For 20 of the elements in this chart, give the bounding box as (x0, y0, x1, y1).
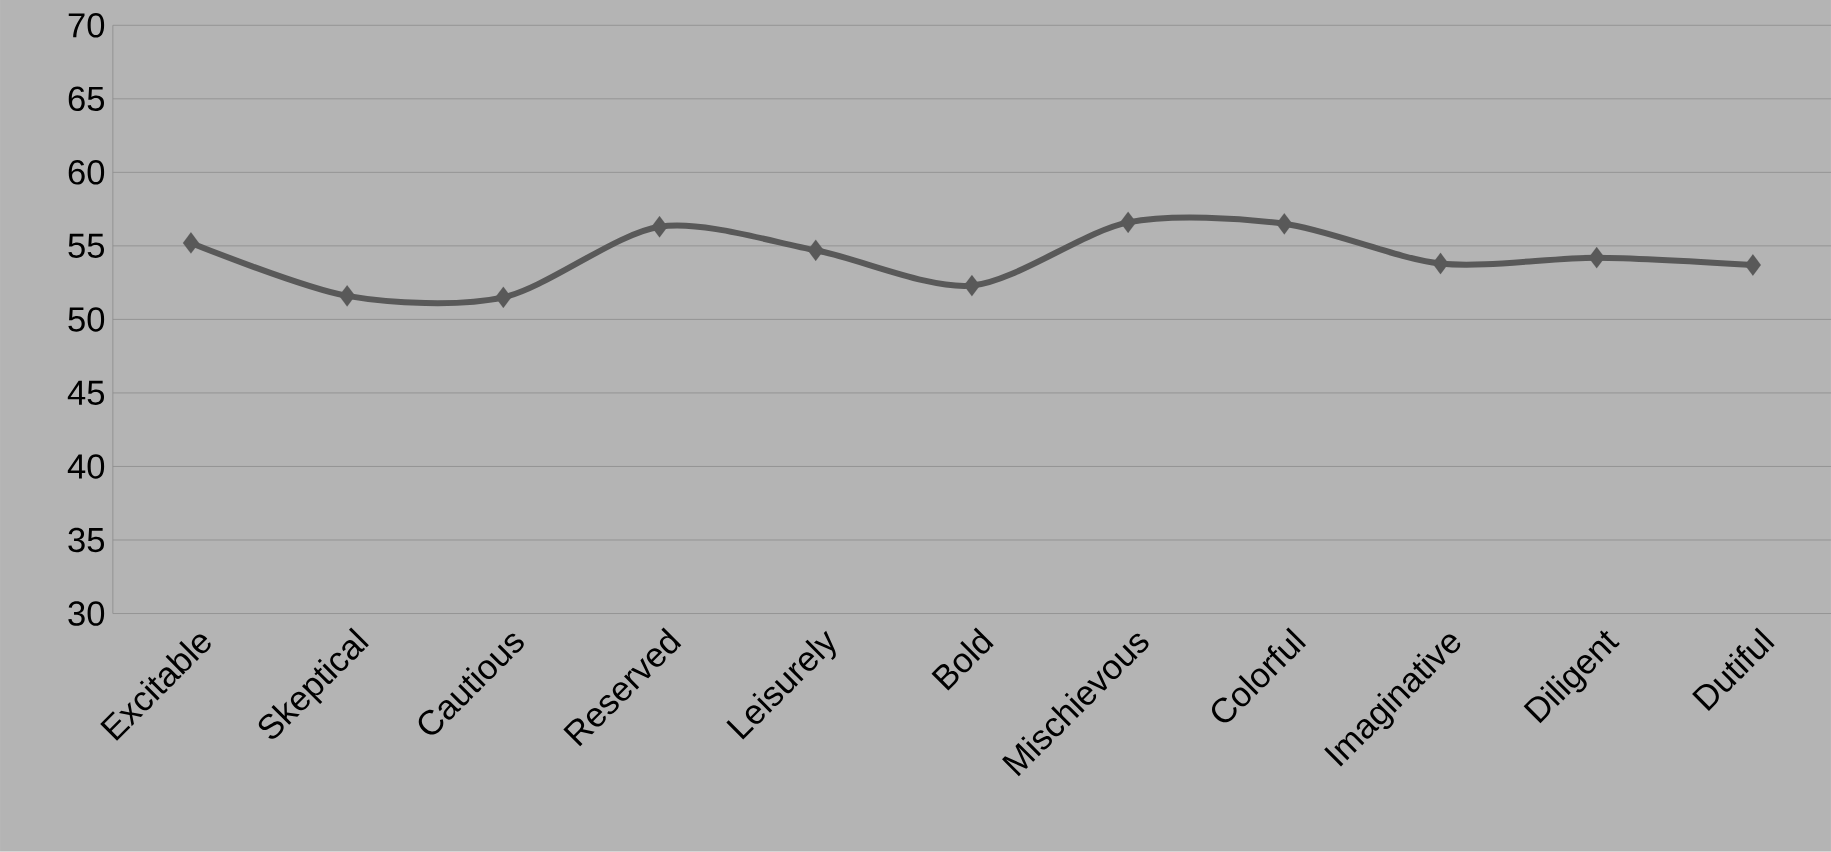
y-tick-label: 40 (67, 454, 105, 479)
point (1276, 213, 1293, 235)
point (1432, 252, 1449, 275)
point (495, 286, 512, 309)
point (339, 285, 356, 307)
point (1120, 211, 1137, 234)
y-tick-label: 45 (67, 380, 105, 406)
point (651, 216, 668, 238)
point (1588, 247, 1605, 269)
point (182, 232, 200, 254)
point (1744, 254, 1761, 276)
y-tick-label: 35 (68, 527, 105, 553)
y-tick-label: 50 (68, 307, 105, 332)
y-tick-label: 55 (68, 233, 105, 259)
point (963, 274, 980, 297)
y-tick-label: 65 (68, 86, 105, 112)
y-tick-label: 70 (68, 13, 105, 38)
y-tick-label: 30 (68, 601, 105, 626)
y-tick-label: 60 (68, 160, 105, 185)
point (807, 239, 824, 262)
